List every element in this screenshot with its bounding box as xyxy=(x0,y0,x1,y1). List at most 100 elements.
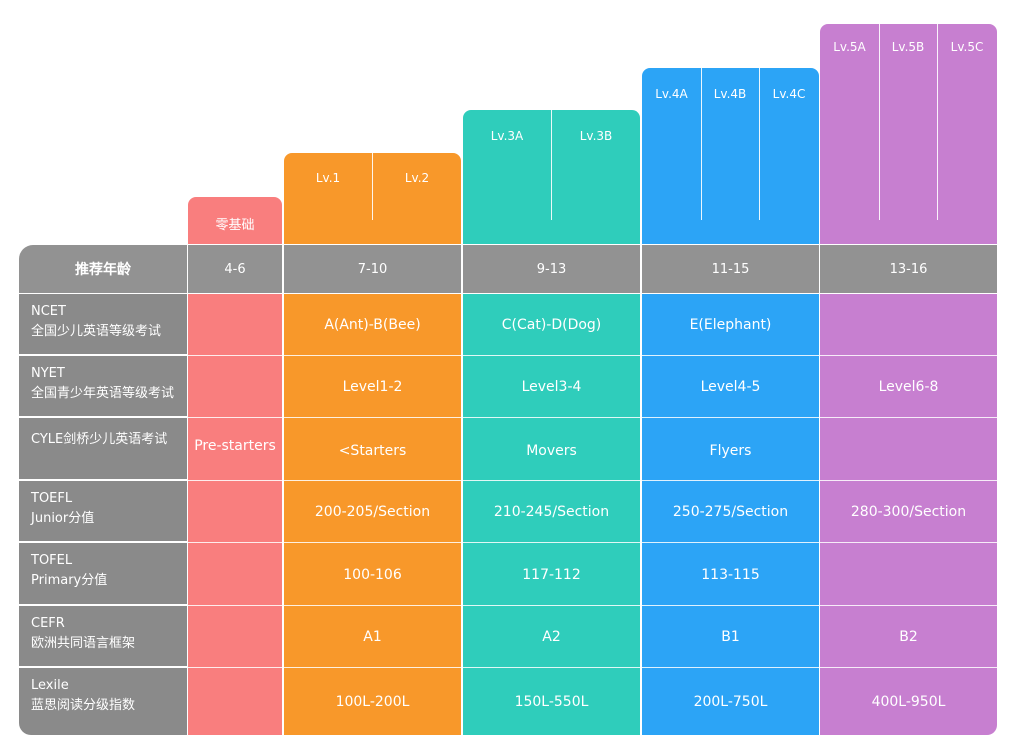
cell-value: Level1-2 xyxy=(342,378,403,395)
table-cell: 250-275/Section xyxy=(642,481,819,543)
row-label-title: CYLE剑桥少儿英语考试 xyxy=(31,432,168,447)
column-teal xyxy=(463,294,640,735)
cell-value: A1 xyxy=(363,629,382,645)
row-label-subtitle: 欧洲共同语言框架 xyxy=(31,636,136,651)
table-cell: A2 xyxy=(463,606,640,668)
level-divider xyxy=(551,110,552,220)
table-cell: 210-245/Section xyxy=(463,481,640,543)
column-orange xyxy=(284,294,461,735)
level-label-zero: 零基础 xyxy=(215,218,255,233)
level-label-lv5a: Lv.5A xyxy=(833,40,866,54)
cell-value: Level4-5 xyxy=(700,378,761,395)
table-cell: Flyers xyxy=(642,418,819,480)
table-cell: E(Elephant) xyxy=(642,294,819,355)
cell-value: Movers xyxy=(526,443,577,459)
row-divider xyxy=(19,480,997,481)
cell-value: Level3-4 xyxy=(521,378,582,395)
level-divider xyxy=(701,68,702,220)
cell-value: 117-112 xyxy=(522,566,581,583)
age-text: 9-13 xyxy=(536,261,567,277)
row-label-ncet: NCET 全国少儿英语等级考试 xyxy=(19,294,187,354)
cell-value: 200L-750L xyxy=(693,693,768,710)
level-label-lv4a: Lv.4A xyxy=(655,87,688,101)
tab-purple-levels: Lv.5A Lv.5B Lv.5C xyxy=(820,24,997,244)
level-label-lv1: Lv.1 xyxy=(315,171,341,185)
row-label-title: TOFEL xyxy=(31,553,73,568)
age-header-label-text: 推荐年龄 xyxy=(75,262,131,278)
row-label-toefl-junior: TOEFL Junior分值 xyxy=(19,481,187,541)
tab-zero-basis: 零基础 xyxy=(188,197,282,244)
cell-value: 100-106 xyxy=(343,566,402,583)
age-text: 7-10 xyxy=(357,261,388,277)
row-label-cyle: CYLE剑桥少儿英语考试 xyxy=(19,418,187,479)
table-cell: Level1-2 xyxy=(284,356,461,417)
level-divider xyxy=(372,153,373,220)
cell-value: C(Cat)-D(Dog) xyxy=(501,316,602,333)
table-cell: Movers xyxy=(463,418,640,480)
row-label-title: Lexile xyxy=(31,678,69,693)
cell-value: 200-205/Section xyxy=(314,504,431,520)
age-header-label: 推荐年龄 xyxy=(19,245,187,293)
tab-blue-levels: Lv.4A Lv.4B Lv.4C xyxy=(642,68,819,244)
age-cell: 9-13 xyxy=(463,245,640,293)
table-cell: Level6-8 xyxy=(820,356,997,417)
row-label-title: NYET xyxy=(31,366,65,381)
cell-value: 400L-950L xyxy=(871,693,946,710)
row-label-subtitle: Junior分值 xyxy=(31,511,95,526)
column-blue xyxy=(642,294,819,735)
cell-value: B1 xyxy=(721,629,740,645)
table-cell: 113-115 xyxy=(642,543,819,606)
table-cell: Level3-4 xyxy=(463,356,640,417)
row-divider xyxy=(19,542,997,543)
column-pink xyxy=(188,294,282,735)
table-cell: C(Cat)-D(Dog) xyxy=(463,294,640,355)
table-cell: Pre-starters xyxy=(188,418,282,474)
table-cell: B2 xyxy=(820,606,997,668)
row-label-title: TOEFL xyxy=(31,491,73,506)
table-cell: 200-205/Section xyxy=(284,481,461,543)
column-purple xyxy=(820,294,997,735)
row-label-nyet: NYET 全国青少年英语等级考试 xyxy=(19,356,187,416)
table-cell: 150L-550L xyxy=(463,668,640,735)
level-label-lv3a: Lv.3A xyxy=(490,129,524,143)
row-label-subtitle: 蓝思阅读分级指数 xyxy=(31,698,136,713)
cell-value: 280-300/Section xyxy=(850,504,967,520)
row-divider xyxy=(19,605,997,606)
age-cell: 13-16 xyxy=(820,245,997,293)
row-label-subtitle: Primary分值 xyxy=(31,573,108,588)
cell-value: A2 xyxy=(542,629,561,645)
table-cell: Level4-5 xyxy=(642,356,819,417)
cell-value: <Starters xyxy=(338,443,407,459)
table-cell: 400L-950L xyxy=(820,668,997,735)
cell-value: 250-275/Section xyxy=(672,504,789,520)
row-label-subtitle: 全国少儿英语等级考试 xyxy=(31,324,162,339)
row-label-title: NCET xyxy=(31,304,66,319)
tab-orange-levels: Lv.1 Lv.2 xyxy=(284,153,461,244)
row-label-tofel-primary: TOFEL Primary分值 xyxy=(19,543,187,604)
table-cell: 280-300/Section xyxy=(820,481,997,543)
row-label-subtitle: 全国青少年英语等级考试 xyxy=(31,386,175,401)
age-text: 4-6 xyxy=(224,261,246,277)
table-cell: <Starters xyxy=(284,418,461,480)
cell-value: A(Ant)-B(Bee) xyxy=(324,316,421,333)
age-text: 11-15 xyxy=(711,261,750,277)
level-divider xyxy=(759,68,760,220)
row-label-lexile: Lexile 蓝思阅读分级指数 xyxy=(19,668,187,735)
cell-value: Flyers xyxy=(709,443,752,459)
level-label-lv3b: Lv.3B xyxy=(579,129,613,143)
cell-value: 100L-200L xyxy=(335,693,410,710)
cell-value: Level6-8 xyxy=(878,378,939,395)
table-cell: 200L-750L xyxy=(642,668,819,735)
table-cell: A(Ant)-B(Bee) xyxy=(284,294,461,355)
age-text: 13-16 xyxy=(889,261,928,277)
age-cell: 11-15 xyxy=(642,245,819,293)
row-divider xyxy=(19,417,997,418)
age-cell: 7-10 xyxy=(284,245,461,293)
table-cell: 100L-200L xyxy=(284,668,461,735)
level-divider xyxy=(879,24,880,220)
cell-value: B2 xyxy=(899,629,918,645)
cell-value: 150L-550L xyxy=(514,693,589,710)
level-label-lv4c: Lv.4C xyxy=(772,87,806,101)
row-divider xyxy=(19,355,997,356)
row-divider xyxy=(19,667,997,668)
